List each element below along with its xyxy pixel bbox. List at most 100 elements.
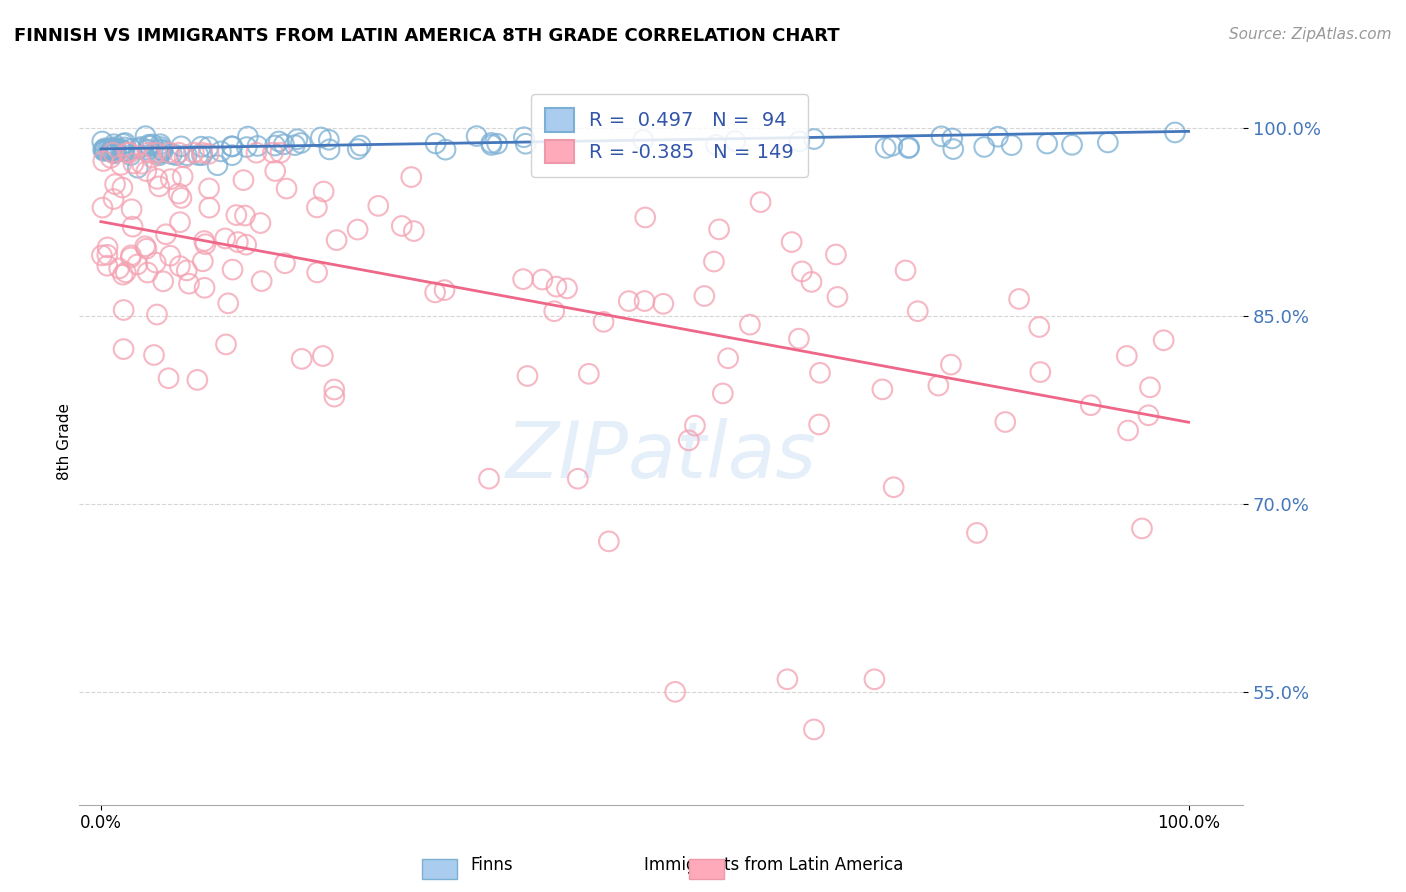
Point [173,151,195,165]
Point [149,146,172,161]
Point [104,142,127,156]
Point [349,138,371,153]
Point [693,289,716,303]
Point [100,151,122,165]
Point [103,137,125,152]
Point [267,135,290,149]
Point [652,297,675,311]
Point [486,136,509,151]
Point [221,148,243,162]
Point [120,148,142,162]
Point [787,332,810,346]
Point [198,181,221,195]
Point [789,134,811,148]
Point [157,371,180,385]
Point [94,141,117,155]
Point [232,173,254,187]
Point [120,248,142,262]
Text: Finns: Finns [471,856,513,874]
Point [994,415,1017,429]
Point [323,383,346,397]
Point [276,181,298,195]
Point [617,294,640,309]
Point [235,140,257,154]
Point [122,156,145,170]
Point [724,134,747,148]
Point [1130,521,1153,535]
Point [104,177,127,191]
Point [318,142,340,156]
Point [863,673,886,687]
Point [93,144,115,158]
Point [346,222,368,236]
Point [543,304,565,318]
Point [103,146,125,161]
Point [465,129,488,144]
Point [875,141,897,155]
Point [91,201,114,215]
Point [159,249,181,263]
Point [546,279,568,293]
Point [167,186,190,201]
Point [94,143,117,157]
Point [800,275,823,289]
Point [193,234,215,248]
Point [138,139,160,153]
Point [221,139,243,153]
Point [110,158,132,172]
Point [803,723,825,737]
Point [127,161,149,175]
Point [96,248,118,262]
Point [91,135,114,149]
Point [250,274,273,288]
Point [434,143,457,157]
Point [305,201,328,215]
Point [101,144,124,158]
Point [198,201,221,215]
Point [159,172,181,186]
Point [808,417,831,432]
Point [209,145,232,159]
Point [169,259,191,273]
Point [269,145,291,160]
Y-axis label: 8th Grade: 8th Grade [58,402,72,480]
Point [907,304,929,318]
Point [290,136,312,150]
Point [165,148,187,162]
Point [131,157,153,171]
Point [207,158,229,172]
Point [149,140,172,154]
Point [273,137,295,152]
Point [128,142,150,156]
Point [790,264,813,278]
Point [931,129,953,144]
Point [194,237,217,252]
Point [160,147,183,161]
Point [1097,136,1119,150]
Point [121,142,143,156]
Point [531,272,554,286]
Point [264,138,287,153]
Point [367,199,389,213]
Point [683,418,706,433]
Point [152,145,174,159]
Point [170,139,193,153]
Point [112,342,135,356]
Point [170,191,193,205]
Point [898,140,921,154]
Point [135,164,157,178]
Point [215,337,238,351]
Point [678,434,700,448]
Point [738,318,761,332]
Point [225,208,247,222]
Point [172,169,194,184]
Point [284,138,307,153]
Point [114,145,136,159]
Point [155,227,177,242]
Point [309,130,332,145]
Point [101,145,124,160]
Point [191,148,214,162]
Point [145,145,167,160]
Point [167,145,190,160]
Point [214,231,236,245]
